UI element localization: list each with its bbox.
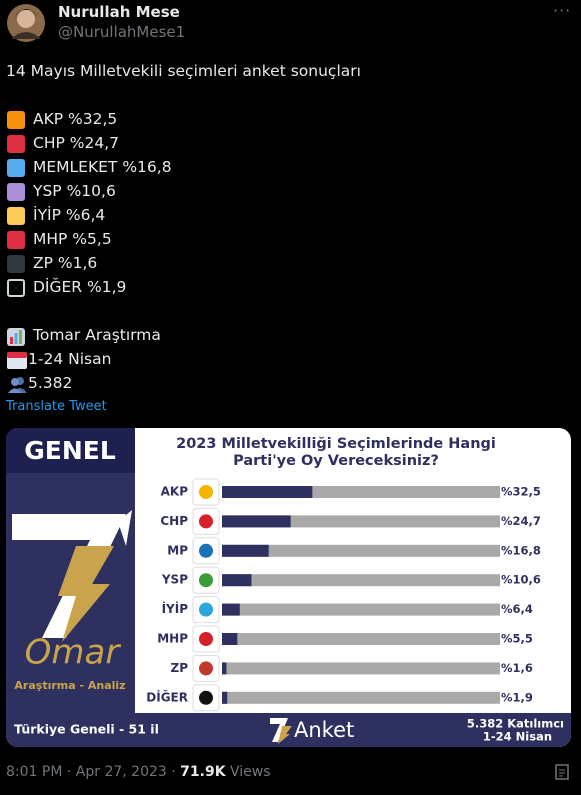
bar-track xyxy=(222,603,500,616)
logo-seven xyxy=(12,514,126,638)
views-label: Views xyxy=(230,764,271,780)
chart-title: Parti'ye Oy Vereceksiniz? xyxy=(233,453,439,469)
category-label: MP xyxy=(167,543,188,557)
bar xyxy=(222,486,313,498)
time[interactable]: 8:01 PM xyxy=(6,764,63,780)
footer-right: 1-24 Nisan xyxy=(483,730,552,744)
party-icon-mark xyxy=(199,514,213,529)
bar-track xyxy=(222,544,500,557)
dates-text: 1-24 Nisan xyxy=(28,350,112,368)
party-icon-mark xyxy=(199,661,213,676)
value-label: %1,9 xyxy=(501,690,533,704)
bar xyxy=(222,603,240,616)
avatar[interactable] xyxy=(6,3,46,43)
bar-track xyxy=(222,691,500,704)
result-text: DİĞER %1,9 xyxy=(33,278,127,296)
value-label: %6,4 xyxy=(501,602,533,616)
value-label: %1,6 xyxy=(501,661,533,675)
bar xyxy=(222,662,227,675)
chart-title: 2023 Milletvekilliği Seçimlerinde Hangi xyxy=(176,436,496,452)
category-label: DİĞER xyxy=(146,689,188,704)
party-icon-mark xyxy=(199,573,213,588)
footer-left: Türkiye Geneli - 51 il xyxy=(14,722,159,737)
bar xyxy=(222,544,269,557)
category-label: İYİP xyxy=(162,601,189,616)
value-label: %24,7 xyxy=(501,514,541,528)
tweet-image[interactable]: GENEL Omar Araştırma - Analiz 2023 Mille… xyxy=(6,428,571,747)
source-text: Tomar Araştırma xyxy=(33,326,161,344)
footer-brand: Anket xyxy=(294,718,354,742)
party-icon-mark xyxy=(199,485,213,499)
bar-track xyxy=(222,515,500,528)
result-square xyxy=(7,279,25,297)
bar-track xyxy=(222,574,500,587)
author-handle[interactable]: @NurullahMese1 xyxy=(58,23,186,41)
value-label: %10,6 xyxy=(501,573,541,587)
result-square xyxy=(7,111,25,129)
party-icon-mark xyxy=(199,632,213,646)
views-count: 71.9K xyxy=(180,764,226,780)
value-label: %16,8 xyxy=(501,543,541,557)
chart: 2023 Milletvekilliği Seçimlerinde HangiP… xyxy=(146,436,541,712)
panel-title: GENEL xyxy=(24,436,116,465)
analytics-icon[interactable] xyxy=(554,763,572,781)
brand: Omar xyxy=(25,633,122,673)
tweet-headline: 14 Mayıs Milletvekili seçimleri anket so… xyxy=(6,62,361,80)
participants-text: 5.382 xyxy=(28,374,73,392)
date[interactable]: Apr 27, 2023 xyxy=(75,764,167,780)
party-icon-mark xyxy=(199,543,213,558)
bar-track xyxy=(222,633,500,645)
result-text: MHP %5,5 xyxy=(33,230,112,248)
category-label: MHP xyxy=(157,632,188,646)
bar xyxy=(222,691,228,704)
party-icon-mark xyxy=(199,690,213,705)
result-text: YSP %10,6 xyxy=(33,182,116,200)
category-label: YSP xyxy=(161,573,188,587)
result-square xyxy=(7,255,25,273)
result-text: AKP %32,5 xyxy=(33,110,118,128)
bar-track xyxy=(222,662,500,675)
result-text: CHP %24,7 xyxy=(33,134,119,152)
result-text: MEMLEKET %16,8 xyxy=(33,158,172,176)
translate-link[interactable]: Translate Tweet xyxy=(6,399,107,414)
calendar-emoji xyxy=(7,352,27,369)
result-text: ZP %1,6 xyxy=(33,254,98,272)
timestamp: 8:01 PM · Apr 27, 2023 · 71.9K Views xyxy=(6,764,271,780)
result-square xyxy=(7,159,25,177)
category-label: ZP xyxy=(171,661,189,675)
brand-sub: Araştırma - Analiz xyxy=(14,679,125,692)
bar xyxy=(222,574,252,587)
result-text: İYİP %6,4 xyxy=(33,206,106,224)
value-label: %32,5 xyxy=(501,485,541,499)
people-emoji xyxy=(8,377,27,393)
category-label: AKP xyxy=(161,485,189,499)
result-square xyxy=(7,135,25,153)
logo-bolt xyxy=(58,546,114,642)
party-icon-mark xyxy=(199,602,213,617)
bar xyxy=(222,633,238,645)
category-label: CHP xyxy=(160,514,188,528)
chart-emoji xyxy=(7,328,25,346)
value-label: %5,5 xyxy=(501,632,533,646)
author-name[interactable]: Nurullah Mese xyxy=(58,3,180,21)
result-square xyxy=(7,231,25,249)
more-menu[interactable]: ··· xyxy=(553,1,572,20)
footer-right: 5.382 Katılımcı xyxy=(467,717,564,731)
bar xyxy=(222,515,291,528)
result-square xyxy=(7,207,25,225)
result-square xyxy=(7,183,25,201)
